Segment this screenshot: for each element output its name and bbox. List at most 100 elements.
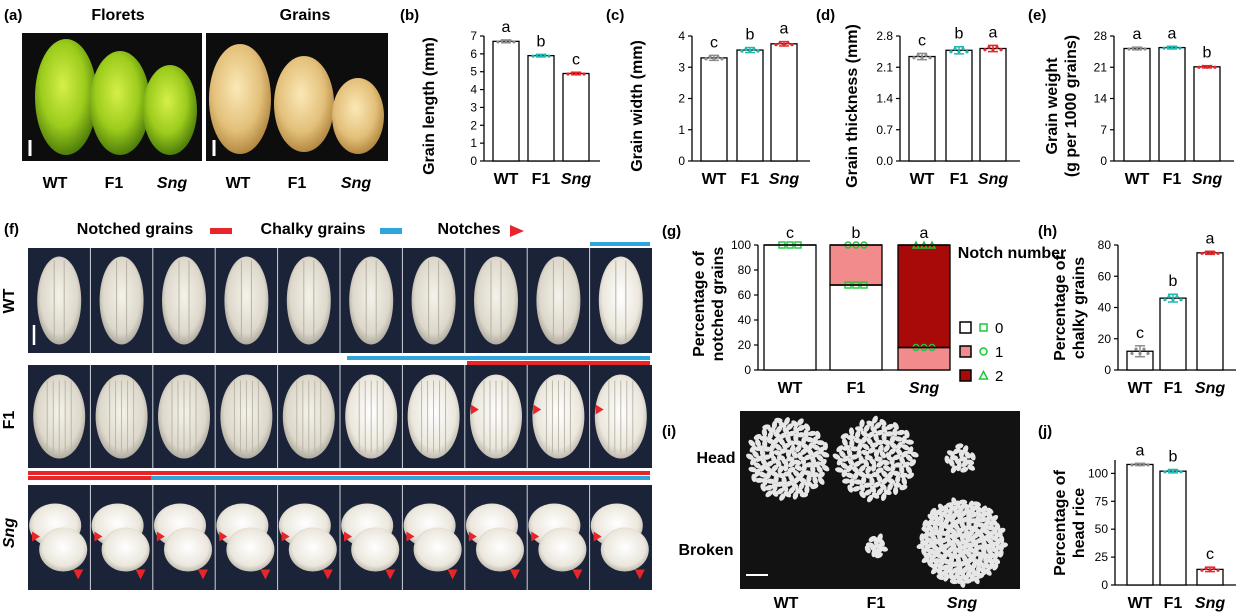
x-tick-label: WT: [1128, 380, 1153, 397]
data-point: [957, 50, 961, 54]
data-point: [1178, 46, 1182, 50]
rice-kernel: [803, 429, 809, 438]
significance-letter: b: [537, 33, 546, 50]
notch-arrow-icon: [281, 531, 290, 542]
y-tick-label: 75: [1095, 494, 1109, 508]
rice-kernel: [853, 437, 862, 444]
rice-kernel: [816, 454, 824, 462]
rice-kernel: [788, 474, 795, 482]
rice-kernel: [815, 430, 821, 440]
rice-kernel: [821, 464, 830, 472]
x-tick-label: F1: [1164, 380, 1183, 397]
rice-kernel: [775, 425, 783, 434]
notch-arrow-icon: [198, 569, 208, 580]
rice-kernel: [847, 458, 855, 466]
data-point: [752, 47, 756, 51]
rice-kernel: [880, 492, 887, 501]
rice-kernel: [965, 551, 973, 559]
rice-kernel: [858, 464, 866, 473]
rice-kernel: [854, 430, 861, 439]
rice-grain: [101, 527, 150, 572]
rice-kernel: [777, 465, 784, 474]
y-tick-label: 40: [738, 313, 752, 327]
rice-grain: [288, 527, 337, 572]
data-point: [983, 48, 987, 52]
bar: [979, 47, 1007, 162]
data-point: [1204, 250, 1208, 254]
grain-f1: [274, 56, 334, 152]
legend-swatch-2: [959, 369, 972, 382]
data-point: [574, 72, 578, 76]
rice-kernel: [993, 551, 1000, 560]
legend-label-1: 1: [995, 344, 1003, 361]
rice-kernel: [864, 455, 873, 461]
rice-kernel: [801, 436, 807, 445]
bar: [770, 43, 798, 162]
rice-kernel: [785, 434, 791, 443]
rice-kernel: [774, 443, 782, 451]
rice-kernel: [753, 434, 762, 440]
rice-grain: [476, 527, 524, 572]
x-tick-label: Sng: [1195, 595, 1225, 612]
rice-kernel: [967, 546, 976, 553]
rice-kernel: [889, 435, 896, 444]
data-point: [582, 72, 586, 76]
rice-kernel: [974, 505, 982, 513]
data-point: [535, 53, 539, 57]
significance-letter: b: [1203, 45, 1212, 62]
rice-kernel: [864, 489, 872, 496]
rice-kernel: [866, 494, 874, 503]
notch-arrow-icon: [634, 569, 645, 580]
y-axis-label: Grain weight: [1044, 57, 1061, 155]
rice-kernel: [976, 572, 985, 579]
y-tick-label: 1: [678, 123, 685, 137]
data-point: [1208, 568, 1212, 572]
data-point: [1130, 351, 1134, 356]
rice-kernel: [997, 527, 1006, 534]
rice-kernel: [972, 501, 982, 507]
floret-label-f1: F1: [105, 175, 124, 192]
rice-kernel: [948, 533, 957, 540]
rice-kernel: [984, 568, 992, 576]
data-point: [1163, 298, 1167, 302]
rice-kernel: [812, 476, 818, 485]
rice-kernel: [888, 448, 897, 455]
rice-kernel: [879, 546, 889, 552]
data-point: [912, 56, 916, 60]
rice-kernel: [764, 465, 772, 473]
rice-kernel: [904, 429, 910, 439]
legend-label-2: 2: [995, 368, 1003, 385]
data-point: [999, 48, 1003, 52]
y-axis-label: Percentage of: [1052, 469, 1069, 575]
rice-kernel: [881, 425, 888, 434]
rice-kernel: [776, 487, 785, 495]
rice-kernel: [881, 470, 889, 478]
legend-chalky-grains: Chalky grains: [261, 221, 366, 238]
rice-kernel: [953, 523, 960, 531]
rice-kernel: [899, 465, 905, 475]
x-tick-label: F1: [1164, 595, 1183, 612]
rice-kernel: [986, 512, 993, 520]
rice-kernel: [779, 493, 786, 501]
data-point: [1201, 64, 1205, 68]
rice-kernel: [783, 490, 792, 498]
rice-kernel: [860, 430, 869, 437]
head-rice-f1: [832, 415, 919, 503]
rice-kernel: [952, 547, 959, 556]
rice-kernel: [936, 574, 945, 581]
x-tick-label: WT: [1125, 171, 1150, 188]
y-tick-label: 6: [470, 47, 477, 61]
data-point: [566, 72, 570, 76]
rice-grain: [600, 527, 649, 572]
rice-kernel: [967, 464, 976, 471]
rice-kernel: [807, 442, 814, 450]
data-point: [987, 45, 991, 49]
data-point: [774, 43, 778, 47]
panel-b-label: (b): [400, 7, 419, 24]
rice-kernel: [910, 451, 919, 458]
data-point: [496, 40, 500, 44]
x-tick-label: Sng: [909, 380, 939, 397]
data-point: [1171, 470, 1175, 474]
data-point: [1142, 462, 1146, 466]
rice-kernel: [889, 442, 898, 449]
